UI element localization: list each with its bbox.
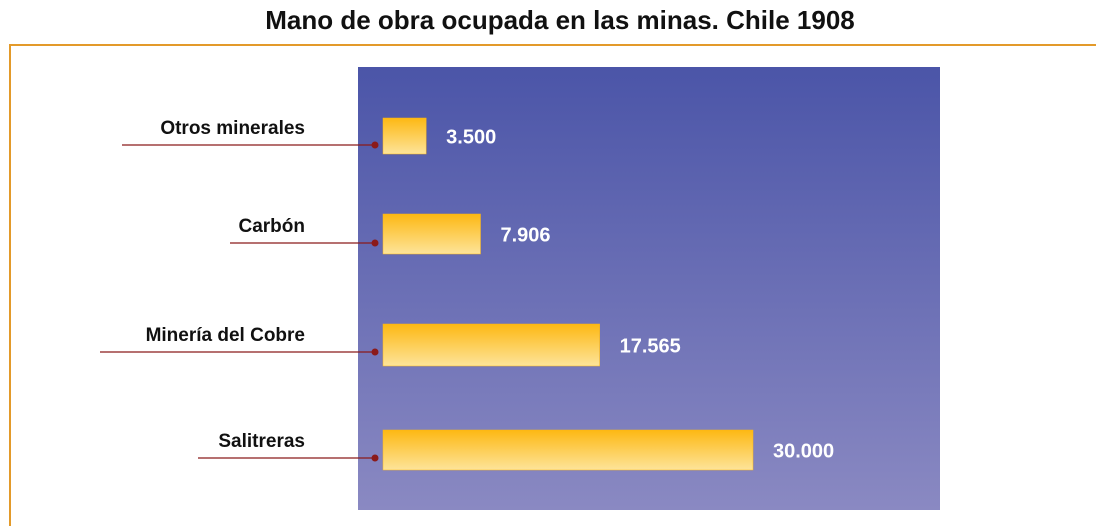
value-label: 7.906 bbox=[501, 224, 551, 246]
bar bbox=[382, 429, 754, 471]
leader-dot bbox=[371, 454, 379, 462]
leader-dot bbox=[371, 141, 379, 149]
value-label: 17.565 bbox=[620, 335, 681, 357]
category-label: Salitreras bbox=[218, 431, 305, 452]
leader-dot bbox=[371, 348, 379, 356]
bar bbox=[382, 213, 481, 255]
value-label: 3.500 bbox=[446, 126, 496, 148]
leader-dot bbox=[371, 239, 379, 247]
category-label: Minería del Cobre bbox=[146, 325, 305, 346]
chart-title: Mano de obra ocupada en las minas. Chile… bbox=[265, 5, 855, 35]
category-label: Otros minerales bbox=[160, 118, 305, 139]
frame bbox=[9, 44, 1096, 526]
bar bbox=[382, 323, 600, 367]
value-label: 30.000 bbox=[773, 440, 834, 462]
bar bbox=[382, 117, 427, 155]
category-label: Carbón bbox=[239, 216, 306, 237]
